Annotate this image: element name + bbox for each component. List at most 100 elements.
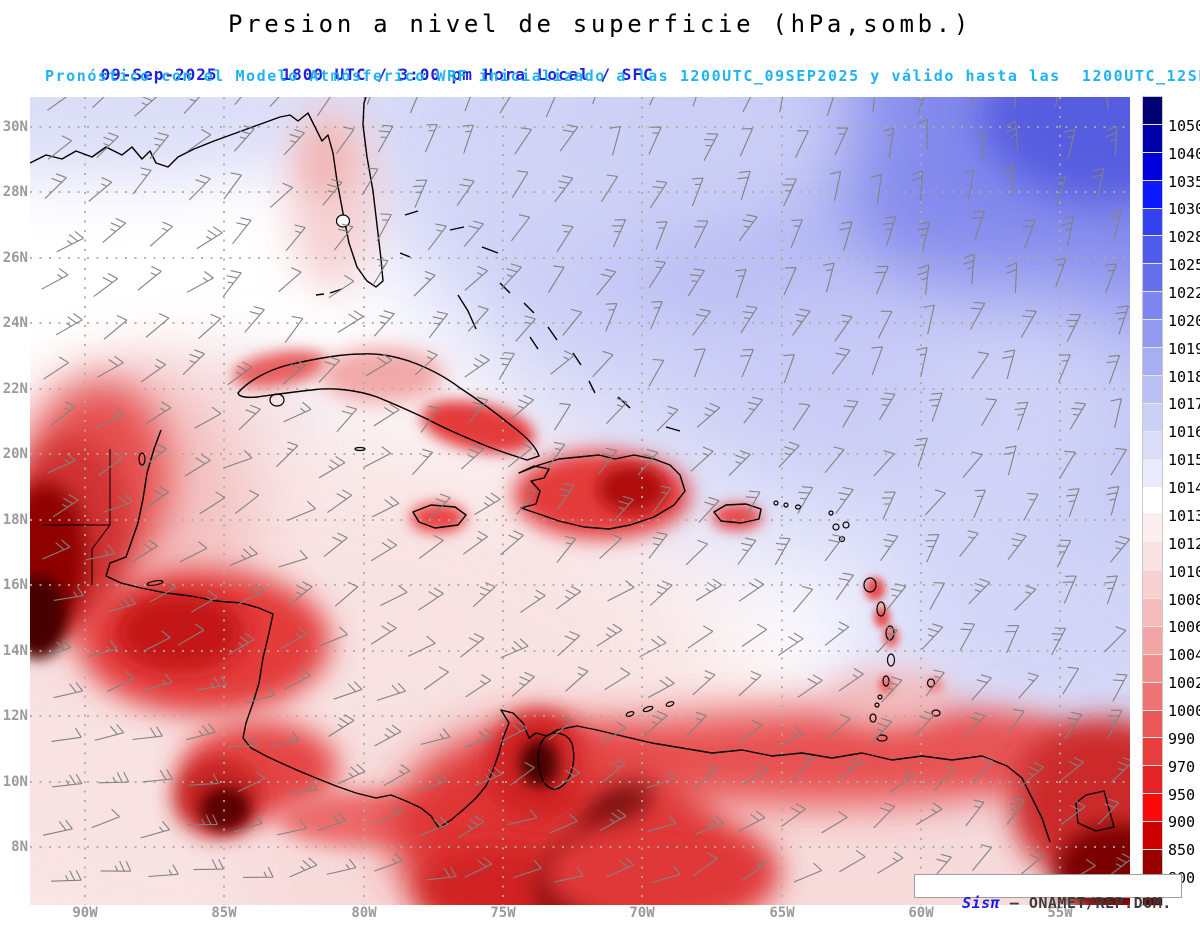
wind-barb (649, 97, 655, 106)
wind-barb (287, 500, 316, 521)
wind-barb (227, 361, 253, 386)
wind-barb (837, 756, 863, 780)
colorbar-band-2 (1143, 151, 1162, 180)
island (832, 523, 840, 531)
wind-barb (649, 580, 673, 606)
wind-barb (1062, 666, 1080, 695)
wind-barb (288, 581, 313, 606)
wind-barb (238, 404, 261, 431)
wind-barb (914, 437, 928, 467)
wind-barb (1060, 800, 1086, 825)
island (877, 694, 883, 700)
wind-barb (42, 539, 71, 560)
wind-barb (744, 490, 761, 519)
wind-barb (737, 719, 763, 745)
wind-barb (371, 258, 389, 287)
wind-barb (428, 493, 451, 520)
wind-barb (287, 780, 318, 794)
island (773, 500, 779, 506)
wind-barb (277, 819, 308, 836)
colorbar-tick-1040: 1040 (1168, 144, 1200, 163)
wind-barb (685, 711, 707, 738)
wind-barb (223, 449, 253, 469)
wind-barb (776, 726, 804, 748)
wind-barb (792, 402, 811, 431)
shading-bahamas-lavender-band (540, 267, 1130, 587)
wind-barb (824, 534, 844, 562)
island (642, 705, 654, 713)
wind-barb (193, 858, 224, 871)
island (876, 601, 886, 617)
wind-barb (1054, 176, 1066, 206)
colorbar-band-6 (1143, 263, 1162, 292)
wind-barb (648, 260, 666, 288)
wind-barb (333, 681, 363, 700)
wind-barb (132, 726, 163, 741)
wind-barb (546, 441, 566, 469)
wind-barb (1059, 450, 1076, 479)
coastline-lake-maracaibo (537, 732, 575, 790)
colorbar-tick-990: 990 (1168, 729, 1196, 748)
wind-barb (55, 313, 83, 336)
shading-venezuela-interior-red (540, 812, 780, 905)
wind-barb (1064, 711, 1083, 740)
coastline-hispaniola (518, 454, 686, 530)
wind-barb (269, 731, 300, 748)
wind-barb (1061, 215, 1074, 246)
colorbar-tick-900: 900 (1168, 813, 1196, 832)
wind-barb (245, 686, 275, 704)
wind-barb (696, 402, 721, 428)
wind-barb (1106, 97, 1109, 110)
wind-barb (827, 713, 851, 740)
wind-barb (1020, 761, 1044, 787)
wind-barb (963, 169, 975, 201)
colorbar-band-17 (1143, 570, 1162, 599)
wind-barb (223, 172, 242, 200)
wind-barb (694, 763, 719, 789)
island (926, 678, 936, 688)
wind-barb (877, 851, 904, 874)
wind-barb (824, 446, 845, 474)
shading-central-cuba-pink (320, 347, 444, 403)
colorbar-tick-1015: 1015 (1168, 451, 1200, 470)
wind-barb (91, 808, 120, 829)
wind-barb (500, 263, 522, 290)
island (828, 510, 834, 516)
wind-barb (963, 253, 975, 285)
island (842, 521, 850, 529)
credit-org: – ONAMET/REP.DOM. (1000, 894, 1172, 912)
wind-barb (550, 350, 575, 375)
wind-barb (1111, 756, 1130, 783)
wind-barb (408, 635, 436, 657)
wind-barb (637, 448, 659, 476)
wind-barb (500, 638, 529, 659)
wind-barb (916, 97, 925, 116)
wind-barb (1006, 262, 1018, 293)
wind-barb (234, 489, 260, 515)
wind-barb (460, 633, 485, 658)
wind-barb (283, 128, 305, 156)
wind-barb (741, 857, 767, 882)
wind-barb (597, 447, 618, 475)
wind-barb (693, 348, 706, 378)
colorbar-tick-1006: 1006 (1168, 618, 1200, 637)
wind-barb (510, 394, 534, 420)
datetime-line: 09-Sep-2025 1800 UTC / 3:00 pm Hora Local… (58, 46, 654, 103)
wind-barb (1105, 125, 1118, 157)
wind-barb (648, 531, 668, 559)
wind-barb (882, 216, 897, 246)
wind-barb (735, 269, 747, 299)
wind-barb (361, 167, 379, 196)
wind-barb (179, 541, 208, 563)
wind-barb (877, 310, 893, 339)
wind-barb (969, 97, 975, 106)
wind-barb (374, 852, 403, 872)
colorbar-band-14 (1143, 486, 1162, 515)
wind-barb (464, 728, 494, 748)
wind-barb (870, 173, 883, 205)
wind-barb (370, 538, 398, 562)
wind-barb (872, 97, 876, 112)
wind-barb (554, 402, 571, 431)
wind-barb (737, 537, 757, 565)
wind-barb (319, 626, 348, 647)
